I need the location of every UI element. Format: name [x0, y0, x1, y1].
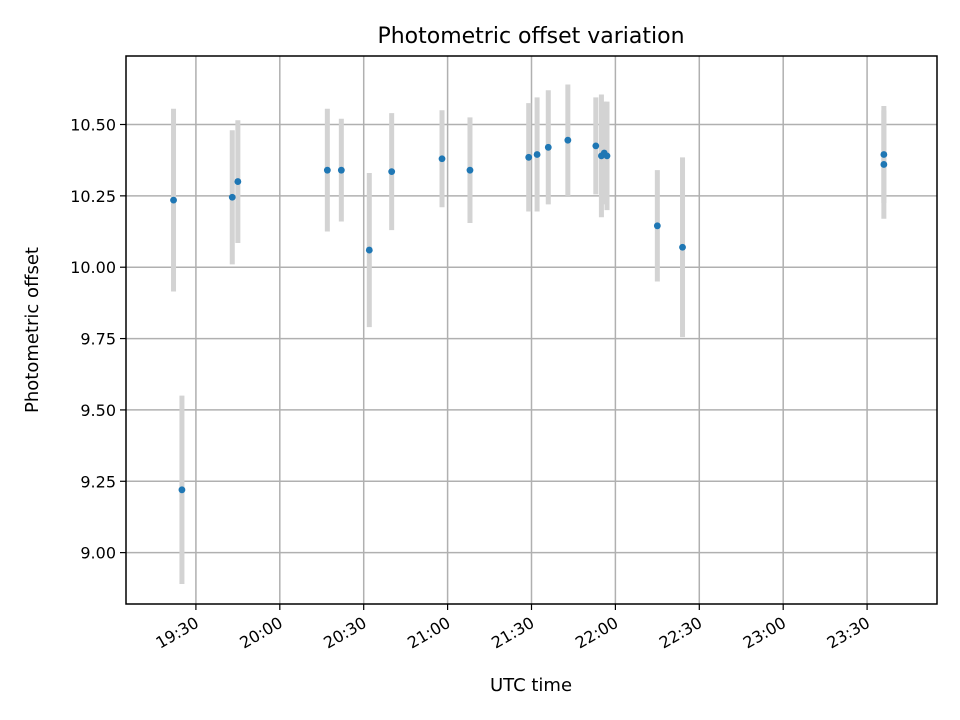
x-tick-label: 21:30	[488, 613, 537, 653]
x-tick-label: 22:30	[656, 613, 705, 653]
x-tick-label: 19:30	[152, 613, 201, 653]
data-point	[592, 142, 600, 150]
y-tick-label: 9.25	[80, 472, 116, 491]
data-point	[178, 486, 186, 494]
x-axis-ticks: 19:30 20:00 20:30 21:00 21:30 22:00 22:30 23:00…	[152, 604, 873, 653]
data-point	[438, 155, 446, 163]
x-tick-label: 23:30	[824, 613, 873, 653]
y-tick-label: 10.00	[70, 258, 116, 277]
data-points	[170, 136, 888, 494]
data-point	[533, 151, 541, 158]
y-tick-label: 10.50	[70, 116, 116, 135]
data-point	[170, 196, 177, 204]
data-point	[544, 143, 552, 151]
x-tick-label: 20:30	[320, 613, 369, 653]
grid	[126, 56, 937, 604]
data-point	[337, 166, 345, 174]
y-tick-label: 9.75	[80, 330, 116, 349]
data-point	[679, 243, 686, 251]
x-tick-label: 23:00	[740, 613, 789, 653]
data-point	[388, 168, 396, 175]
data-point	[653, 222, 661, 230]
data-point	[323, 166, 331, 174]
data-point	[880, 151, 888, 158]
y-axis-label: Photometric offset	[22, 247, 43, 413]
x-tick-label: 20:00	[236, 613, 285, 653]
chart-title: Photometric offset variation	[377, 24, 684, 49]
x-tick-label: 21:00	[404, 613, 453, 653]
y-tick-label: 10.25	[70, 187, 116, 206]
y-tick-label: 9.00	[80, 544, 116, 563]
data-point	[234, 178, 242, 185]
data-point	[564, 136, 572, 144]
data-point	[603, 152, 611, 160]
data-point	[228, 193, 236, 201]
data-point	[880, 161, 888, 168]
data-point	[365, 246, 373, 254]
x-tick-label: 22:00	[572, 613, 621, 653]
data-point	[466, 166, 474, 174]
y-tick-label: 9.50	[80, 401, 116, 420]
y-axis-ticks: 9.00 9.25 9.50 9.75 10.00 10.25 10.50	[70, 116, 126, 563]
data-point	[525, 153, 533, 161]
x-axis-label: UTC time	[490, 675, 572, 696]
